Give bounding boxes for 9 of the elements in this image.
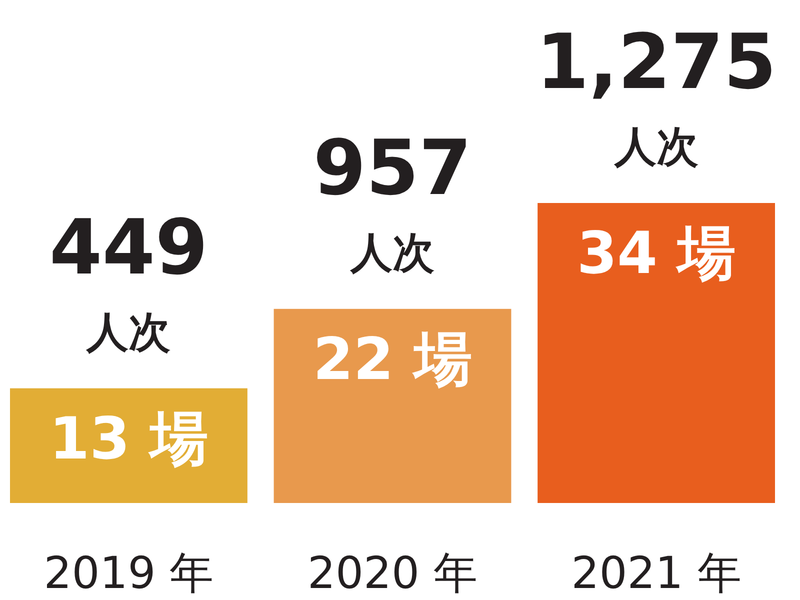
x-tick-label: 2019 年 — [44, 548, 214, 599]
annotation: 957 人次 — [313, 122, 472, 277]
data-label: 22 場 — [313, 324, 472, 393]
x-tick-label: 2021 年 — [571, 548, 742, 599]
data-label: 34 場 — [576, 219, 736, 287]
data-label: 13 場 — [49, 404, 208, 472]
x-tick-label: 2020 年 — [308, 548, 478, 599]
annotation: 449 人次 — [49, 202, 208, 356]
annotation: 1,275 人次 — [536, 17, 776, 171]
